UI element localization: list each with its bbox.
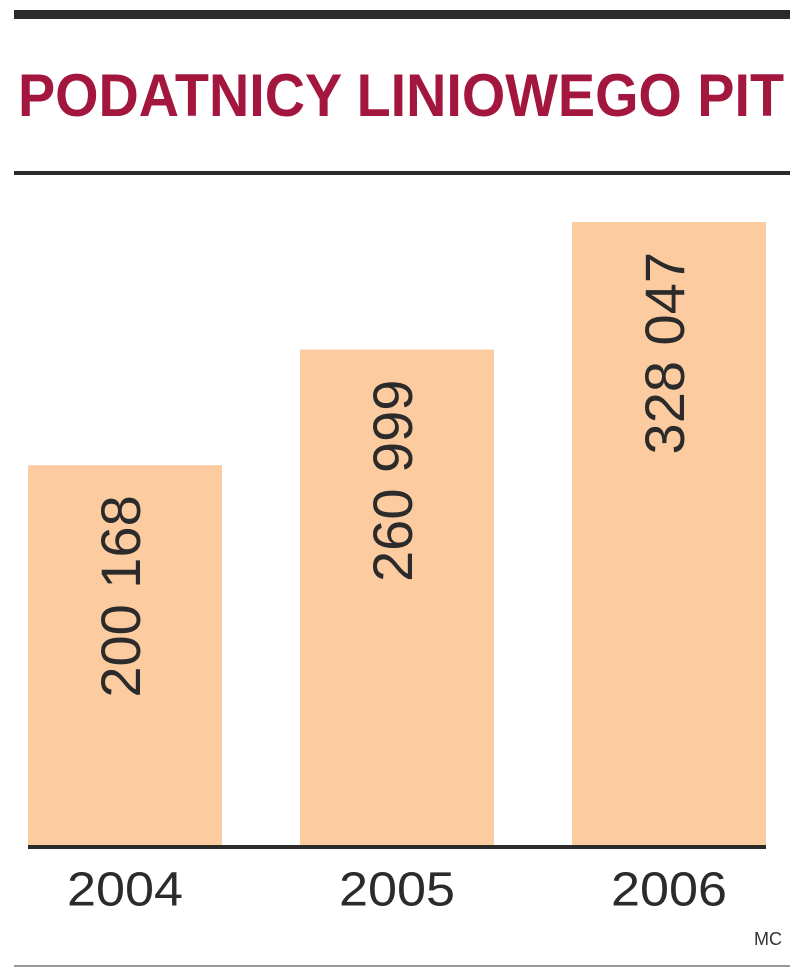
x-tick-label: 2005 xyxy=(339,864,455,917)
baseline xyxy=(28,845,766,849)
x-tick-label: 2004 xyxy=(67,864,183,917)
bar xyxy=(300,349,494,846)
value-label: 260 999 xyxy=(361,380,424,582)
bar xyxy=(572,222,766,846)
value-label: 200 168 xyxy=(89,495,152,697)
credit: MC xyxy=(754,929,782,949)
bar xyxy=(28,465,222,846)
top-rule xyxy=(14,10,790,19)
value-label: 328 047 xyxy=(633,252,696,454)
x-tick-label: 2006 xyxy=(611,864,727,917)
chart-title: PODATNICY LINIOWEGO PIT xyxy=(18,62,784,129)
bottom-rule xyxy=(14,965,790,967)
title-rule xyxy=(14,171,790,175)
